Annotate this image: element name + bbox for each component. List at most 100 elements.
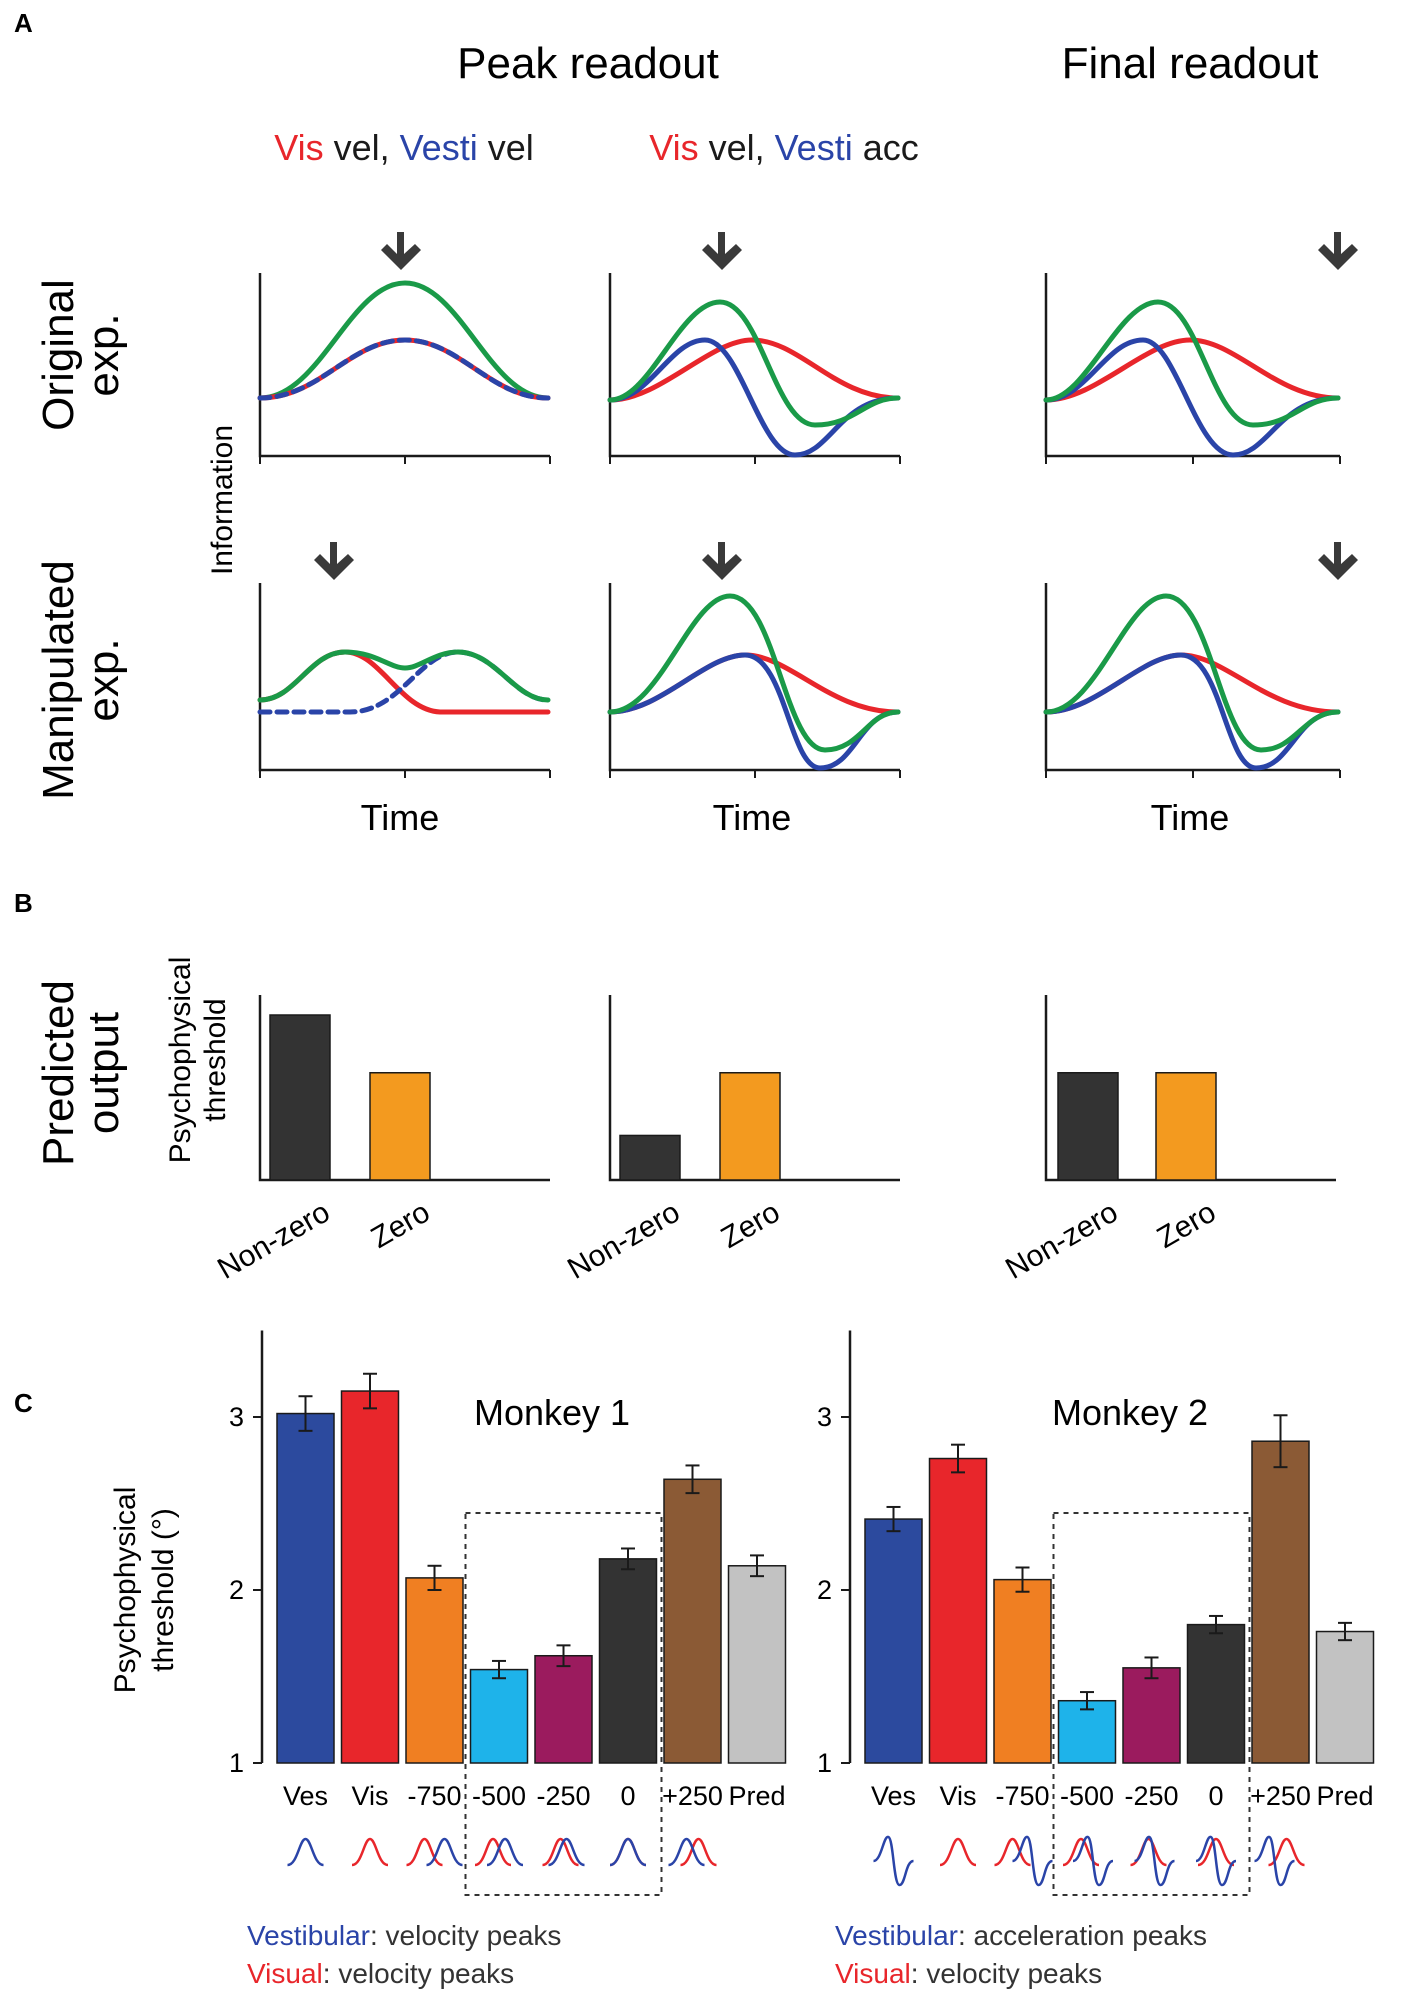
row-label-original-2: exp.	[79, 313, 128, 396]
arrows	[314, 232, 1358, 580]
legend-text: : velocity peaks	[370, 1920, 561, 1951]
bar-0	[598, 1558, 658, 1764]
bar-Ves	[864, 1518, 923, 1764]
monkey-chart-1: Monkey 1 Psychophysical threshold (°) 1 2 3 Ve…	[109, 1330, 787, 1989]
bar-category-label: Zero	[366, 1195, 436, 1254]
x-tick-label: -250	[1124, 1781, 1178, 1811]
bar-+250	[663, 1478, 722, 1764]
legend-key: Visual	[247, 1958, 323, 1989]
col1-subtitle: Vis vel, Vesti vel	[274, 127, 534, 168]
psych-threshold-label-1: Psychophysical	[164, 957, 197, 1164]
legend-key: Vestibular	[247, 1920, 370, 1951]
col-title-peak: Peak readout	[457, 39, 719, 88]
col1-sub-vel1: vel,	[334, 127, 390, 168]
bar-nonzero	[619, 1134, 681, 1181]
panel-a-axes	[258, 273, 1340, 772]
down-arrow-icon	[381, 232, 421, 270]
stimulus-schematic-icon	[994, 1835, 1053, 1887]
down-arrow-icon	[1318, 232, 1358, 270]
x-tick-label: Pred	[1316, 1781, 1373, 1811]
monkey-chart-title: Monkey 2	[1052, 1392, 1208, 1433]
x-tick-label: Pred	[728, 1781, 785, 1811]
monkey-ylabel-1: Psychophysical	[109, 1487, 142, 1694]
x-tick-label: +250	[1250, 1781, 1311, 1811]
bar--250	[534, 1654, 593, 1764]
down-arrow-icon	[314, 542, 354, 580]
panel-label-c: C	[14, 1388, 33, 1418]
psych-threshold-label-2: threshold	[199, 998, 232, 1121]
bar--750	[993, 1578, 1052, 1764]
bar-zero	[369, 1072, 431, 1181]
down-arrow-icon	[1318, 542, 1358, 580]
y-tick-label: 3	[817, 1402, 832, 1432]
stimulus-schematic-icon	[873, 1835, 914, 1887]
down-arrow-icon	[702, 542, 742, 580]
combined-curve-r2c2	[607, 593, 901, 753]
predicted-bar-chart-1: Non-zero Zero	[212, 995, 550, 1286]
stimulus-schematic-icon	[1062, 1835, 1114, 1887]
x-tick-label: 0	[620, 1781, 635, 1811]
legend-key: Vestibular	[835, 1920, 958, 1951]
bar-zero	[719, 1072, 781, 1181]
col2-sub-vis: Vis	[649, 127, 698, 168]
y-tick-label: 2	[817, 1575, 832, 1605]
monkey-chart-2: Monkey 2 1 2 3 Ves Vis -750 -500 -250 0 +250 Pred Ve…	[817, 1330, 1375, 1989]
legend-entry: Visual: velocity peaks	[835, 1958, 1102, 1989]
visual-curve-r2c1	[257, 649, 551, 715]
x-tick-label: Ves	[283, 1781, 328, 1811]
bar-category-label: Zero	[1152, 1195, 1222, 1254]
x-tick-label: 0	[1208, 1781, 1223, 1811]
combined-curve-r2c3	[1043, 593, 1341, 753]
bar-0	[1186, 1623, 1246, 1764]
stimulus-schematic-icon	[939, 1837, 977, 1867]
combined-curve-r1c2	[607, 299, 901, 428]
legend-text: : velocity peaks	[323, 1958, 514, 1989]
monkey-ylabel-2: threshold (°)	[147, 1508, 180, 1672]
panel-b-charts: Non-zero Zero Non-zero Zero Non-zero Zero	[212, 995, 1336, 1286]
monkey-chart-title: Monkey 1	[474, 1392, 630, 1433]
y-tick-label: 1	[229, 1748, 244, 1778]
x-tick-label: -750	[995, 1781, 1049, 1811]
panel-a-ticks	[259, 456, 1341, 778]
combined-curve-r1c1	[257, 280, 551, 401]
vestibular-curve-r2c1	[257, 649, 551, 715]
bar-nonzero	[269, 1014, 331, 1181]
stimulus-schematic-icon	[668, 1837, 717, 1867]
vestibular-curve-r1c3	[1043, 337, 1341, 458]
legend-entry: Vestibular: acceleration peaks	[835, 1920, 1207, 1951]
legend-text: : acceleration peaks	[958, 1920, 1207, 1951]
legend-text: : velocity peaks	[911, 1958, 1102, 1989]
combined-curve-r2c1	[257, 649, 551, 703]
col1-sub-vel2: vel	[488, 127, 534, 168]
bar--750	[405, 1577, 464, 1764]
col-title-final: Final readout	[1062, 39, 1319, 88]
bar--250	[1122, 1667, 1181, 1764]
predicted-bar-chart-2: Non-zero Zero	[562, 995, 900, 1286]
x-label-time-c2: Time	[713, 797, 792, 838]
y-tick-label: 3	[229, 1402, 244, 1432]
row-label-manipulated-2: exp.	[79, 638, 128, 721]
row-label-manipulated-1: Manipulated	[34, 560, 83, 800]
x-tick-label: -750	[407, 1781, 461, 1811]
x-tick-label: -250	[536, 1781, 590, 1811]
x-tick-label: +250	[662, 1781, 723, 1811]
curves-r1	[257, 280, 1341, 458]
x-tick-label: Vis	[939, 1781, 976, 1811]
bar-category-label: Non-zero	[212, 1195, 335, 1285]
legend-entry: Vestibular: velocity peaks	[247, 1920, 561, 1951]
predicted-label-1: Predicted	[34, 980, 83, 1166]
down-arrow-icon	[702, 232, 742, 270]
bar-category-label: Non-zero	[562, 1195, 685, 1285]
bar-Vis	[928, 1457, 988, 1764]
col2-subtitle: Vis vel, Vesti acc	[649, 127, 919, 168]
bar-+250	[1251, 1440, 1310, 1764]
bar-zero	[1155, 1072, 1217, 1181]
bar--500	[469, 1668, 529, 1764]
panel-c-charts: Monkey 1 Psychophysical threshold (°) 1 2 3 Ve…	[109, 1330, 1375, 1989]
col1-sub-vis: Vis	[274, 127, 323, 168]
stimulus-schematic-icon	[351, 1837, 389, 1867]
axis-a-r1c1	[258, 273, 550, 458]
visual-curve-r1c3	[1043, 337, 1341, 403]
bar-category-label: Zero	[716, 1195, 786, 1254]
